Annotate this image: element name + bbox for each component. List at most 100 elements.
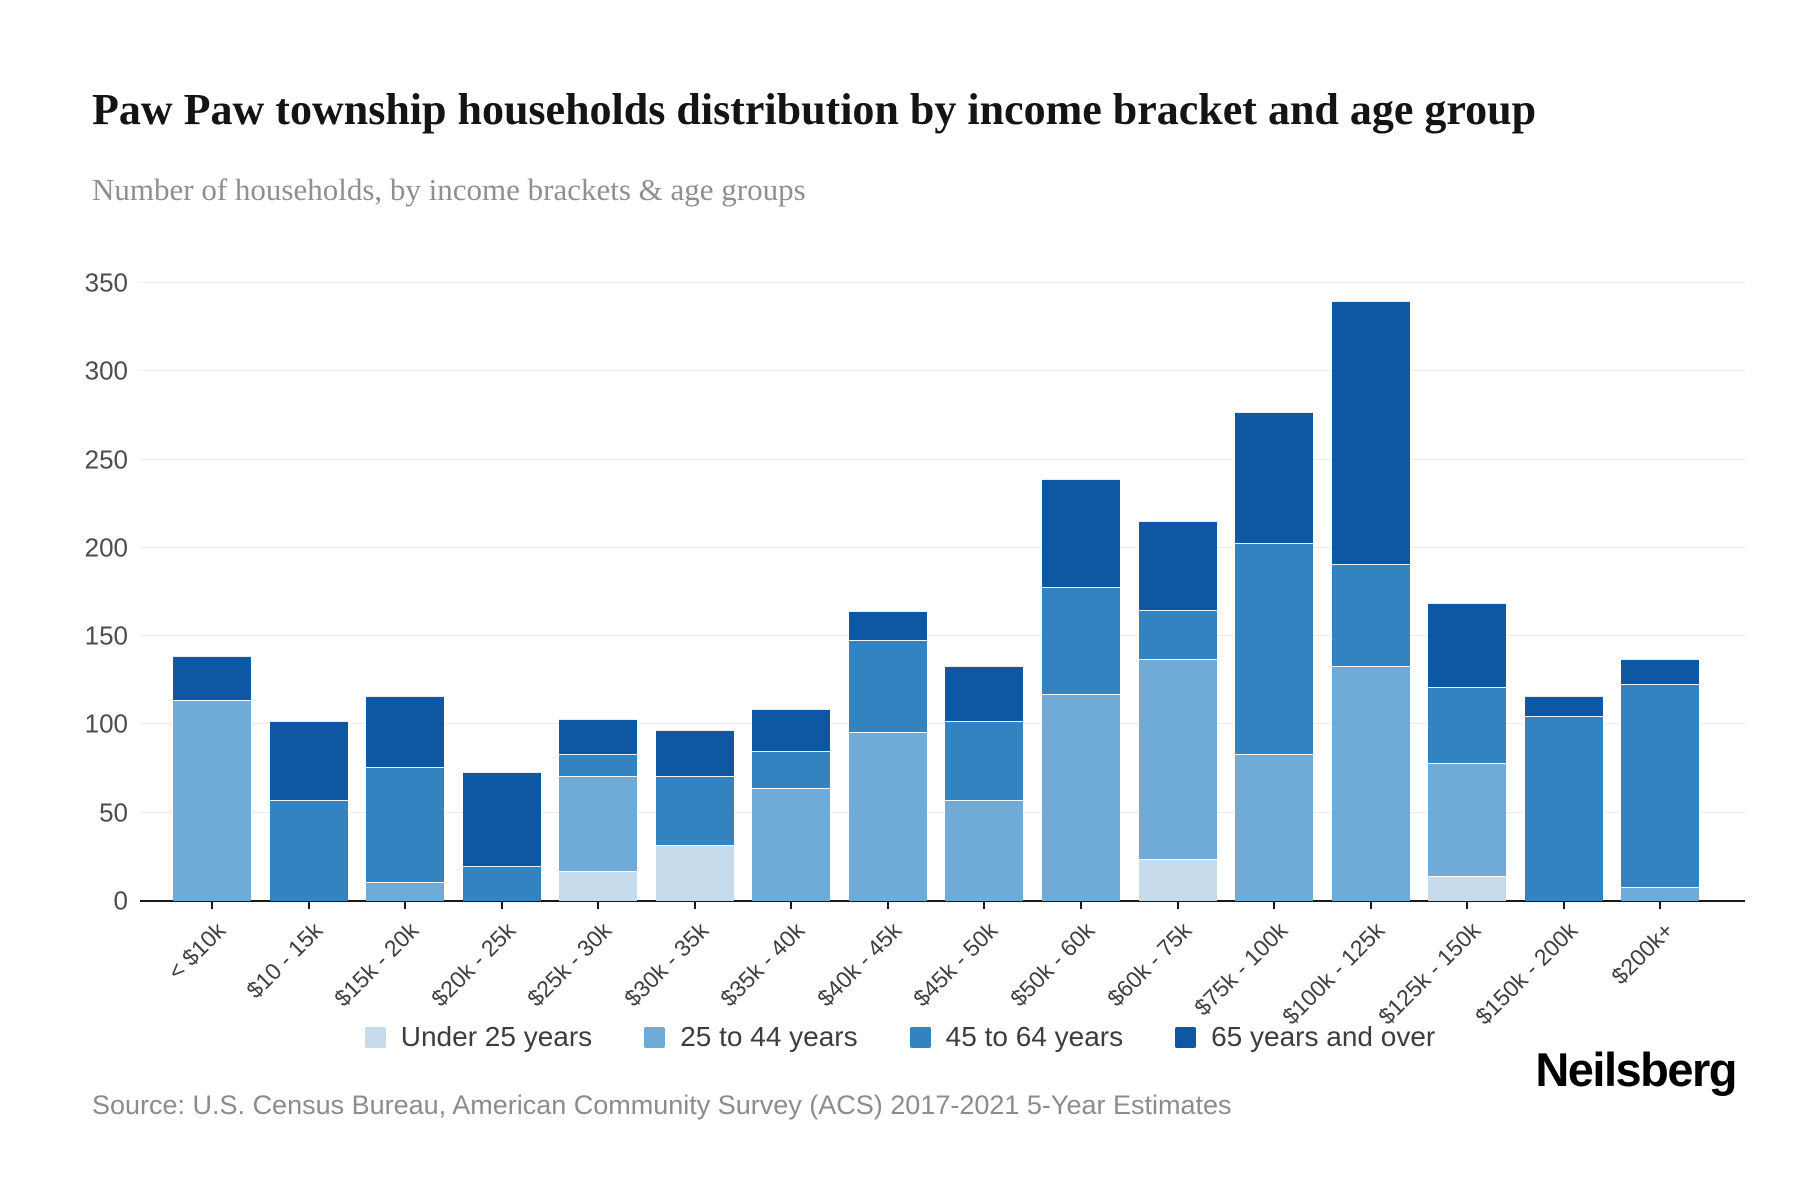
legend-swatch-icon: [909, 1026, 931, 1048]
bar-segment-45 to 64 years[interactable]: [1621, 683, 1700, 887]
bar-segment-45 to 64 years[interactable]: [655, 775, 734, 845]
bar-segment-65 years and over[interactable]: [1428, 602, 1507, 688]
bar-segment-65 years and over[interactable]: [1235, 411, 1314, 543]
bar-segment-45 to 64 years[interactable]: [848, 639, 927, 732]
gridline-250: [140, 458, 1745, 460]
chart-title: Paw Paw township households distribution…: [92, 85, 1537, 135]
bar-$10 - 15k: [269, 720, 348, 901]
bar-segment-45 to 64 years[interactable]: [1331, 563, 1410, 667]
bar-segment-45 to 64 years[interactable]: [945, 720, 1024, 801]
bar-segment-65 years and over[interactable]: [269, 720, 348, 801]
bar-segment-65 years and over[interactable]: [655, 729, 734, 776]
bar-segment-25 to 44 years[interactable]: [752, 788, 831, 901]
bar-segment-65 years and over[interactable]: [173, 655, 251, 700]
bar-segment-25 to 44 years[interactable]: [1041, 694, 1120, 901]
y-tick-label-300: 300: [84, 355, 128, 386]
bar-segment-65 years and over[interactable]: [462, 772, 541, 866]
x-tick-label-$30k - 35k: $30k - 35k: [618, 917, 714, 1012]
bar-segment-45 to 64 years[interactable]: [752, 750, 831, 788]
bar-$45k - 50k: [945, 666, 1024, 901]
bar-segment-25 to 44 years[interactable]: [559, 775, 638, 871]
bar-segment-45 to 64 years[interactable]: [1041, 586, 1120, 695]
x-tick: [1659, 901, 1662, 909]
bar-$50k - 60k: [1041, 479, 1120, 901]
bar-segment-65 years and over[interactable]: [1041, 479, 1120, 587]
neilsberg-logo[interactable]: Neilsberg: [1535, 1043, 1737, 1096]
bar-segment-45 to 64 years[interactable]: [269, 800, 348, 901]
bar-segment-Under 25 years[interactable]: [1428, 876, 1507, 901]
x-tick-label-$35k - 40k: $35k - 40k: [715, 917, 810, 1012]
y-tick-label-50: 50: [99, 797, 128, 828]
legend-item-25 to 44 years[interactable]: 25 to 44 years: [644, 1021, 858, 1053]
legend-swatch-icon: [644, 1026, 666, 1048]
x-tick: [307, 901, 310, 909]
bar-$75k - 100k: [1235, 411, 1314, 901]
x-tick: [886, 901, 889, 909]
bar-segment-45 to 64 years[interactable]: [1138, 609, 1217, 660]
x-tick: [693, 901, 696, 909]
bar-segment-Under 25 years[interactable]: [1138, 858, 1217, 901]
bar-segment-65 years and over[interactable]: [848, 611, 927, 640]
x-tick: [1176, 901, 1179, 909]
bar-segment-25 to 44 years[interactable]: [366, 881, 445, 901]
bar-$15k - 20k: [366, 696, 445, 901]
legend-item-65 years and over[interactable]: 65 years and over: [1175, 1021, 1435, 1053]
gridline-100: [140, 723, 1745, 725]
x-tick-label-$45k - 50k: $45k - 50k: [908, 917, 1003, 1012]
bar-segment-65 years and over[interactable]: [1524, 696, 1603, 716]
bar-segment-25 to 44 years[interactable]: [1428, 763, 1507, 877]
x-axis-line: [140, 900, 1745, 902]
y-tick-label-150: 150: [84, 620, 128, 651]
y-tick-label-0: 0: [113, 885, 128, 916]
bar-segment-25 to 44 years[interactable]: [1331, 666, 1410, 901]
y-tick-label-200: 200: [84, 532, 128, 563]
bar-$125k - 150k: [1428, 602, 1507, 901]
bar-segment-45 to 64 years[interactable]: [366, 766, 445, 882]
x-tick-label-$40k - 45k: $40k - 45k: [811, 917, 907, 1012]
legend: Under 25 years 25 to 44 years 45 to 64 yea…: [0, 1012, 1800, 1062]
x-tick-label-$75k - 100k: $75k - 100k: [1189, 917, 1293, 1021]
x-tick-label-$15k - 20k: $15k - 20k: [329, 917, 424, 1012]
bar-segment-45 to 64 years[interactable]: [462, 865, 541, 901]
bar-$25k - 30k: [559, 719, 638, 901]
gridline-50: [140, 811, 1745, 813]
bar-segment-25 to 44 years[interactable]: [1621, 886, 1700, 901]
bar-$30k - 35k: [655, 729, 734, 901]
bar-segment-25 to 44 years[interactable]: [848, 731, 927, 901]
y-axis: 0 50 100 150 200 250 300 350: [38, 260, 128, 916]
x-tick: [211, 901, 213, 909]
legend-item-Under 25 years[interactable]: Under 25 years: [364, 1021, 593, 1053]
bar-segment-25 to 44 years[interactable]: [945, 800, 1024, 901]
x-tick-label-$125k - 150k: $125k - 150k: [1373, 917, 1486, 1030]
bar-segment-25 to 44 years[interactable]: [1138, 659, 1217, 859]
bar-$200k+: [1621, 659, 1700, 901]
x-tick-label-< $10k: < $10k: [162, 917, 231, 985]
x-tick: [1079, 901, 1082, 909]
x-tick: [597, 901, 600, 909]
legend-swatch-icon: [1175, 1026, 1197, 1048]
bar-segment-65 years and over[interactable]: [366, 696, 445, 767]
x-tick: [500, 901, 503, 909]
bar-segment-65 years and over[interactable]: [1331, 300, 1410, 564]
bar-segment-25 to 44 years[interactable]: [1235, 754, 1314, 901]
bar-segment-45 to 64 years[interactable]: [1235, 542, 1314, 755]
bar-segment-65 years and over[interactable]: [559, 719, 638, 755]
bar-segment-65 years and over[interactable]: [1138, 521, 1217, 610]
legend-label: 45 to 64 years: [945, 1021, 1124, 1052]
gridline-350: [140, 282, 1745, 283]
bar-segment-Under 25 years[interactable]: [655, 844, 734, 901]
source-text: Source: U.S. Census Bureau, American Com…: [92, 1090, 1232, 1120]
x-tick-label-$10 - 15k: $10 - 15k: [240, 917, 327, 1004]
bar-segment-65 years and over[interactable]: [752, 708, 831, 751]
legend-label: Under 25 years: [400, 1021, 593, 1052]
bar-segment-Under 25 years[interactable]: [559, 870, 638, 901]
bar-segment-45 to 64 years[interactable]: [1428, 687, 1507, 764]
bar-segment-45 to 64 years[interactable]: [1524, 715, 1603, 901]
bar-segment-65 years and over[interactable]: [1621, 659, 1700, 684]
bar-segment-45 to 64 years[interactable]: [559, 754, 638, 776]
bar-segment-65 years and over[interactable]: [945, 666, 1024, 721]
bar-segment-25 to 44 years[interactable]: [173, 699, 251, 901]
legend-item-45 to 64 years[interactable]: 45 to 64 years: [909, 1021, 1124, 1053]
gridline-200: [140, 546, 1745, 548]
